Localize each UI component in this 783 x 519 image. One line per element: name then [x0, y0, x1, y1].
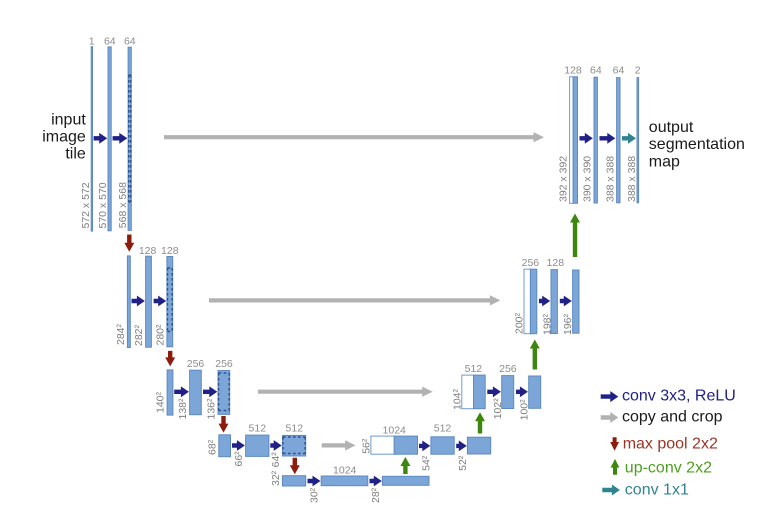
svg-text:128: 128 [161, 245, 179, 257]
svg-text:256: 256 [187, 358, 205, 370]
svg-text:102²: 102² [492, 398, 504, 420]
svg-text:512: 512 [434, 423, 452, 435]
svg-text:64: 64 [124, 36, 136, 48]
svg-text:512: 512 [465, 363, 483, 375]
svg-text:68²: 68² [206, 439, 218, 455]
svg-text:388 x 388: 388 x 388 [626, 156, 638, 202]
svg-text:copy and crop: copy and crop [622, 409, 723, 426]
svg-text:138²: 138² [177, 398, 189, 420]
svg-text:280²: 280² [154, 324, 166, 346]
svg-text:388 x 388: 388 x 388 [604, 156, 616, 202]
svg-text:64: 64 [590, 65, 602, 77]
svg-text:140²: 140² [155, 391, 167, 413]
svg-text:392 x 392: 392 x 392 [557, 156, 569, 202]
svg-text:198²: 198² [542, 313, 554, 335]
svg-text:max pool 2x2: max pool 2x2 [623, 436, 718, 453]
svg-text:30²: 30² [309, 487, 321, 503]
svg-text:66²: 66² [233, 451, 245, 467]
svg-text:2: 2 [635, 65, 641, 77]
svg-text:conv 3x3, ReLU: conv 3x3, ReLU [622, 387, 736, 404]
svg-text:32²: 32² [270, 470, 282, 486]
svg-text:128: 128 [564, 65, 582, 77]
svg-text:282²: 282² [133, 324, 145, 346]
svg-text:128: 128 [547, 257, 565, 269]
svg-text:136²: 136² [206, 398, 218, 420]
svg-text:output: output [649, 119, 694, 136]
svg-text:map: map [649, 154, 680, 171]
svg-text:390 x 390: 390 x 390 [582, 156, 594, 202]
svg-text:256: 256 [215, 358, 233, 370]
svg-text:28²: 28² [370, 487, 382, 503]
svg-text:segmentation: segmentation [649, 136, 745, 153]
svg-text:104²: 104² [452, 388, 464, 410]
svg-text:200²: 200² [514, 312, 526, 334]
svg-text:1024: 1024 [333, 465, 357, 477]
svg-text:256: 256 [522, 257, 540, 269]
svg-text:570 x 570: 570 x 570 [97, 182, 109, 228]
svg-text:512: 512 [249, 423, 267, 435]
svg-text:568 x 568: 568 x 568 [117, 182, 129, 228]
svg-text:128: 128 [139, 245, 157, 257]
svg-text:256: 256 [499, 363, 517, 375]
svg-text:56²: 56² [361, 438, 373, 454]
svg-text:64²: 64² [270, 452, 282, 468]
svg-text:input: input [51, 112, 86, 129]
svg-text:1: 1 [89, 36, 95, 48]
svg-text:conv 1x1: conv 1x1 [625, 482, 689, 499]
svg-text:64: 64 [104, 36, 116, 48]
svg-text:tile: tile [65, 146, 86, 163]
svg-text:572 x 572: 572 x 572 [80, 182, 92, 228]
svg-text:up-conv 2x2: up-conv 2x2 [625, 459, 712, 476]
svg-text:64: 64 [613, 65, 625, 77]
svg-text:54²: 54² [421, 455, 433, 471]
svg-text:512: 512 [286, 423, 304, 435]
svg-text:52²: 52² [457, 455, 469, 471]
svg-text:1024: 1024 [383, 425, 407, 437]
svg-text:100²: 100² [519, 399, 531, 421]
svg-text:284²: 284² [115, 323, 127, 345]
svg-text:image: image [42, 129, 86, 146]
svg-text:196²: 196² [562, 313, 574, 335]
